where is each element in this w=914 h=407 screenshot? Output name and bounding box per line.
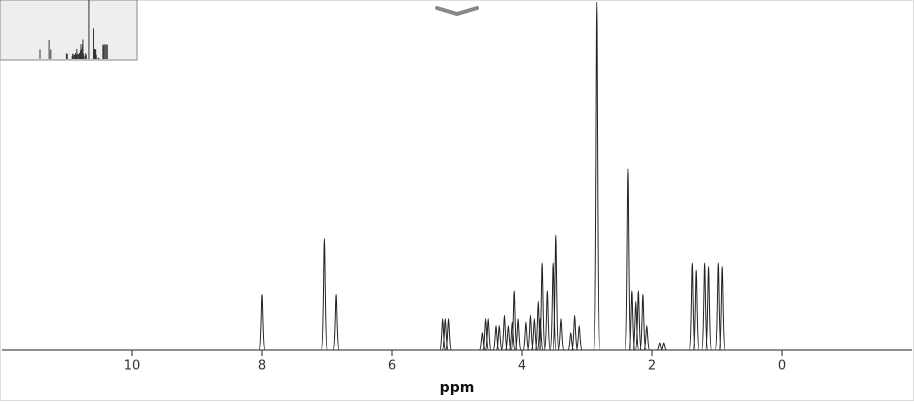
peak [688, 262, 696, 351]
overview[interactable] [0, 0, 138, 61]
x-tick-label: 2 [648, 359, 656, 374]
peak [482, 318, 490, 351]
peak [643, 325, 651, 351]
x-tick-label: 4 [518, 359, 526, 374]
peak [557, 318, 565, 351]
peak [522, 321, 530, 351]
x-tick-label: 8 [258, 359, 266, 374]
peak [320, 238, 328, 351]
peak [634, 290, 642, 351]
peak [571, 314, 579, 351]
x-tick-label: 6 [388, 359, 396, 374]
peak [538, 262, 546, 351]
peak [552, 234, 560, 351]
peak [692, 269, 700, 351]
peak [549, 262, 557, 351]
peak [484, 318, 492, 351]
peak [445, 318, 453, 351]
peak [624, 168, 632, 351]
peak [639, 293, 647, 351]
peak [504, 325, 512, 351]
peak [701, 262, 709, 351]
peak [510, 290, 518, 351]
peak [705, 265, 713, 351]
peak [258, 293, 266, 351]
x-tick-label: 0 [778, 359, 786, 374]
peak [714, 262, 722, 351]
peak [632, 300, 640, 351]
peak [593, 1, 601, 351]
peak [514, 318, 522, 351]
peak [526, 314, 534, 351]
peak [718, 265, 726, 351]
peak [575, 325, 583, 351]
collapse-chevron[interactable] [435, 6, 479, 17]
peak [628, 290, 636, 351]
peak [660, 342, 667, 351]
peak [500, 314, 508, 351]
peak [656, 342, 663, 351]
overview-box [0, 0, 138, 61]
peak [332, 293, 340, 351]
x-axis-label: ppm [440, 380, 475, 396]
peak [495, 325, 503, 351]
peak [543, 290, 551, 351]
peak [508, 321, 516, 351]
peak [536, 318, 544, 351]
peak [439, 318, 447, 351]
x-tick-label: 10 [124, 359, 141, 374]
